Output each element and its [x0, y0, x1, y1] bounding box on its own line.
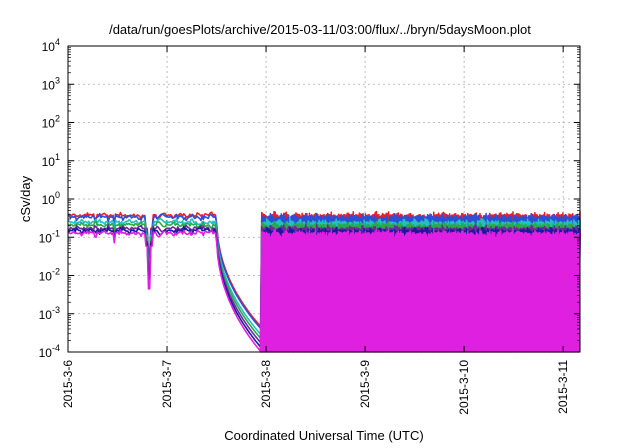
x-tick-label: 2015-3-10 [457, 360, 471, 415]
y-tick-label: 100 [42, 190, 60, 207]
y-tick-label: 10-3 [39, 305, 60, 322]
x-axis-label: Coordinated Universal Time (UTC) [224, 428, 423, 443]
series-lines [67, 210, 581, 353]
x-axis-ticks: 2015-3-6 2015-3-7 2015-3-8 2015-3-9 2015-3-1… [61, 46, 570, 415]
y-tick-label: 10-1 [39, 228, 60, 245]
x-tick-label: 2015-3-6 [61, 360, 75, 408]
y-axis-label: cSv/day [18, 175, 33, 222]
x-tick-label: 2015-3-9 [358, 360, 372, 408]
y-axis-ticks: 10-4 10-3 10-2 10-1 100 101 102 103 104 [39, 37, 580, 360]
y-tick-label: 104 [42, 37, 60, 54]
y-tick-label: 10-2 [39, 267, 60, 284]
y-tick-label: 101 [42, 152, 60, 169]
y-tick-label: 10-4 [39, 343, 60, 360]
x-tick-label: 2015-3-11 [556, 360, 570, 414]
y-tick-label: 102 [42, 114, 60, 131]
x-tick-label: 2015-3-7 [160, 360, 174, 408]
series-line [67, 228, 581, 353]
chart-title: /data/run/goesPlots/archive/2015-03-11/0… [109, 22, 531, 37]
x-tick-label: 2015-3-8 [259, 360, 273, 408]
y-tick-label: 103 [42, 75, 60, 92]
